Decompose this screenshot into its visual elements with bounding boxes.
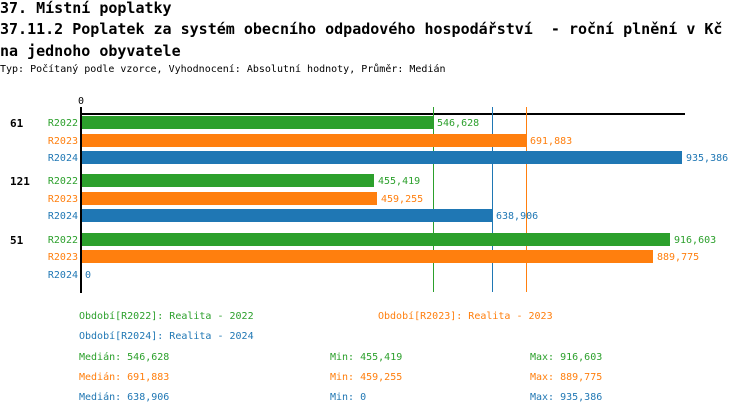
legend-item-r2023: Období[R2023]: Realita - 2023 — [378, 311, 553, 322]
median-line-r2023 — [526, 107, 527, 292]
stat-min-r2023: Min: 459,255 — [330, 372, 403, 383]
stat-median-r2023: Medián: 691,883 — [79, 372, 170, 383]
bar-51-r2023 — [82, 250, 653, 263]
bar-121-r2022 — [82, 174, 374, 187]
bar-121-r2023 — [82, 191, 377, 205]
row-label-r2023: R2023 — [47, 252, 78, 263]
row-label-r2022: R2022 — [47, 234, 78, 246]
legend-item-r2024: Období[R2024]: Realita - 2024 — [79, 331, 254, 342]
row-label-r2023: R2023 — [47, 135, 78, 147]
bar-value-label-61-r2024: 935,386 — [686, 153, 729, 164]
group-label-51: 51 — [10, 233, 24, 247]
report-subtitle-line2: na jednoho obyvatele — [0, 42, 181, 60]
stat-median-r2022: Medián: 546,628 — [79, 352, 170, 363]
group-label-61: 61 — [10, 117, 24, 130]
row-label-r2022: R2022 — [47, 118, 78, 129]
bar-51-r2022 — [82, 232, 670, 246]
stat-median-r2024: Medián: 638,906 — [79, 392, 170, 403]
x-axis-line — [80, 113, 685, 115]
report-subtitle-line1: 37.11.2 Poplatek za systém obecního odpa… — [0, 20, 723, 38]
stat-max-r2023: Max: 889,775 — [530, 372, 603, 383]
median-line-r2024 — [492, 107, 493, 292]
bar-61-r2024 — [82, 151, 682, 164]
row-label-r2024: R2024 — [47, 211, 78, 222]
stat-min-r2024: Min: 0 — [330, 392, 367, 403]
x-axis-zero-tick-label: 0 — [77, 96, 85, 107]
row-label-r2022: R2022 — [47, 176, 78, 187]
stat-max-r2022: Max: 916,603 — [530, 352, 603, 363]
bar-value-label-121-r2023: 459,255 — [381, 193, 424, 205]
bar-value-label-121-r2022: 455,419 — [378, 176, 421, 187]
stat-min-r2022: Min: 455,419 — [330, 352, 403, 363]
bar-61-r2022 — [82, 116, 433, 129]
bar-value-label-121-r2024: 638,906 — [496, 211, 539, 222]
bar-value-label-61-r2023: 691,883 — [530, 135, 573, 147]
bar-value-label-51-r2022: 916,603 — [674, 234, 717, 246]
report-section-title: 37. Místní poplatky — [0, 0, 172, 17]
report-meta-line: Typ: Počítaný podle vzorce, Vyhodnocení:… — [0, 64, 446, 75]
stat-max-r2024: Max: 935,386 — [530, 392, 603, 403]
median-line-r2022 — [433, 107, 434, 292]
row-label-r2024: R2024 — [47, 269, 78, 281]
bar-61-r2023 — [82, 133, 526, 147]
bar-value-label-51-r2023: 889,775 — [657, 252, 700, 263]
y-axis-line — [80, 107, 82, 293]
row-label-r2024: R2024 — [47, 153, 78, 164]
bar-121-r2024 — [82, 209, 492, 222]
bar-value-label-61-r2022: 546,628 — [437, 118, 480, 129]
legend-item-r2022: Období[R2022]: Realita - 2022 — [79, 311, 254, 322]
group-label-121: 121 — [10, 175, 30, 188]
row-label-r2023: R2023 — [47, 193, 78, 205]
bar-value-label-51-r2024: 0 — [85, 269, 92, 281]
